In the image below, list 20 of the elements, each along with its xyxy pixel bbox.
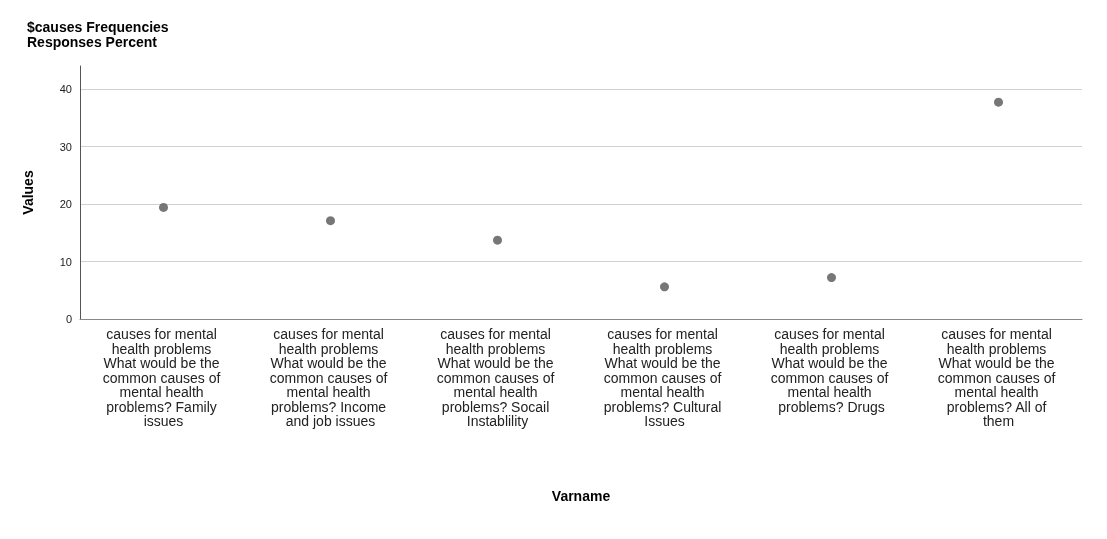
x-tick-label: causes for mental health problems What would be the common causes of mental health problems? Income and job issues <box>269 326 392 430</box>
point <box>827 273 836 283</box>
x-tick-label: causes for mental health problems What would be the common causes of mental health problems? Family issues <box>102 326 225 430</box>
y-tick-label: 20 <box>59 198 72 210</box>
y-tick-label: 30 <box>59 140 72 153</box>
point <box>493 235 502 245</box>
x-tick-label: causes for mental health problems What would be the common causes of mental health problems? Drugs <box>770 326 893 415</box>
point <box>994 97 1003 107</box>
y-tick-label: 0 <box>65 313 72 325</box>
y-tick-label: 40 <box>59 83 72 95</box>
x-tick-label: causes for mental health problems What would be the common causes of mental health problems? Cultural Issues <box>603 326 726 430</box>
point <box>326 216 335 226</box>
y-axis-title: Values <box>20 170 36 215</box>
x-tick-label: causes for mental health problems What would be the common causes of mental health problems? Socail Instablility <box>436 326 559 430</box>
x-tick-label: causes for mental health problems What would be the common causes of mental health problems? All of them <box>937 326 1060 430</box>
x-axis-title: Varname <box>551 488 611 504</box>
y-tick-label: 10 <box>59 255 72 268</box>
point <box>660 282 669 292</box>
chart-title: $causes Frequencies Responses Percent <box>27 18 169 50</box>
point <box>159 202 168 212</box>
